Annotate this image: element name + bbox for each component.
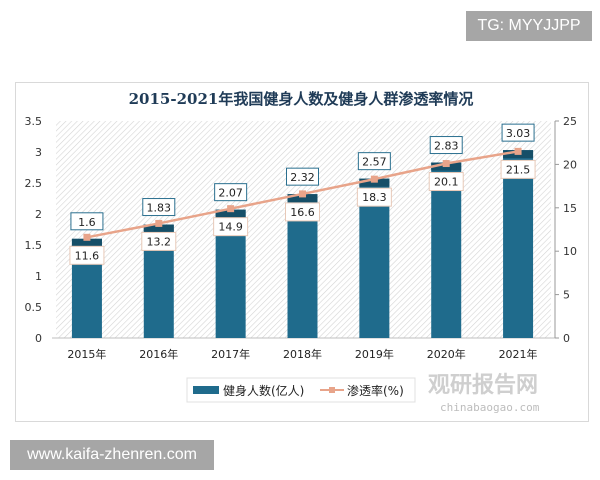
bar bbox=[431, 162, 462, 338]
rate-marker bbox=[299, 190, 306, 198]
y-left-tick-label: 1.5 bbox=[25, 239, 43, 252]
bar-data-label: 2.83 bbox=[434, 140, 459, 153]
bar-label-box bbox=[286, 167, 319, 186]
bar-label-box bbox=[214, 183, 248, 202]
bar-top bbox=[287, 194, 318, 203]
bar-label-box bbox=[357, 152, 391, 171]
y-left-tick-label: 3 bbox=[35, 146, 42, 159]
y-left-tick-label: 3.5 bbox=[25, 115, 43, 128]
rate-label-box bbox=[356, 187, 392, 207]
x-tick-label: 2020年 bbox=[427, 347, 466, 361]
watermark-top: TG: MYYJJPP bbox=[466, 11, 592, 41]
rate-marker bbox=[83, 233, 91, 241]
rate-data-label: 11.6 bbox=[75, 249, 100, 262]
rate-data-label: 20.1 bbox=[434, 176, 459, 189]
rate-label-box bbox=[69, 245, 105, 265]
rate-label-box bbox=[141, 231, 177, 251]
y-left-tick-label: 0 bbox=[35, 332, 42, 345]
chart-title: 2015-2021年我国健身人数及健身人群渗透率情况 bbox=[128, 90, 474, 108]
bar-top bbox=[359, 178, 390, 187]
rate-data-label: 14.9 bbox=[218, 221, 243, 234]
y-right-tick-label: 5 bbox=[563, 289, 570, 302]
x-tick-label: 2015年 bbox=[67, 347, 106, 361]
x-tick-label: 2018年 bbox=[283, 347, 322, 361]
rate-marker bbox=[227, 205, 235, 213]
y-left-tick-label: 2 bbox=[35, 208, 42, 221]
rate-label-box bbox=[213, 217, 249, 237]
bar-label-box bbox=[142, 198, 176, 217]
bar-label-box bbox=[429, 136, 463, 155]
y-right-tick-label: 0 bbox=[563, 332, 570, 345]
bar-top bbox=[215, 209, 246, 218]
logo-url: chinabaogao.com bbox=[440, 401, 540, 414]
bar-top bbox=[143, 224, 174, 233]
bar-data-label: 2.57 bbox=[362, 156, 387, 169]
y-right-tick-label: 10 bbox=[563, 245, 577, 258]
bar-data-label: 2.07 bbox=[218, 187, 243, 200]
y-right-tick-label: 25 bbox=[563, 115, 577, 128]
y-left-tick-label: 2.5 bbox=[25, 177, 43, 190]
legend-swatch-bar bbox=[193, 386, 219, 394]
rate-marker bbox=[442, 160, 450, 168]
rate-label-box bbox=[428, 172, 464, 192]
bar-label-box bbox=[70, 212, 104, 231]
rate-data-label: 13.2 bbox=[147, 235, 172, 248]
rate-data-label: 21.5 bbox=[506, 163, 531, 176]
rate-marker bbox=[155, 219, 163, 227]
y-right-tick-label: 20 bbox=[563, 158, 577, 171]
y-left-tick-label: 0.5 bbox=[25, 301, 43, 314]
bar-data-label: 2.32 bbox=[290, 171, 315, 184]
logo: 观研报告网 bbox=[428, 373, 539, 398]
x-tick-label: 2019年 bbox=[355, 347, 394, 361]
bar-top bbox=[71, 238, 102, 247]
legend-label-line: 渗透率(%) bbox=[347, 383, 404, 398]
bar-label-box bbox=[501, 123, 535, 142]
legend-label-bar: 健身人数(亿人) bbox=[223, 383, 304, 398]
legend-swatch-marker bbox=[329, 387, 335, 393]
x-tick-label: 2021年 bbox=[499, 347, 538, 361]
legend bbox=[186, 377, 416, 403]
y-left-tick-label: 1 bbox=[35, 270, 42, 283]
x-tick-label: 2016年 bbox=[139, 347, 178, 361]
bar-data-label: 1.6 bbox=[78, 216, 96, 229]
bar-data-label: 1.83 bbox=[147, 202, 172, 215]
rate-data-label: 16.6 bbox=[290, 206, 315, 219]
rate-marker bbox=[370, 175, 378, 183]
watermark-bottom: www.kaifa-zhenren.com bbox=[10, 440, 214, 470]
rate-data-label: 18.3 bbox=[362, 191, 387, 204]
rate-marker bbox=[514, 147, 522, 155]
y-right-tick-label: 15 bbox=[563, 202, 577, 215]
bar-data-label: 3.03 bbox=[506, 127, 531, 140]
rate-label-box bbox=[500, 159, 536, 179]
rate-label-box bbox=[285, 202, 320, 222]
x-tick-label: 2017年 bbox=[211, 347, 250, 361]
bar bbox=[503, 150, 534, 338]
